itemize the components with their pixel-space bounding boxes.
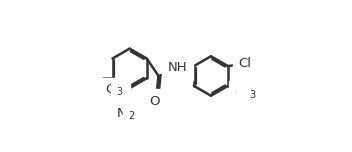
Text: NH: NH <box>168 61 187 74</box>
Text: CH: CH <box>243 86 262 99</box>
Text: 3: 3 <box>249 90 255 100</box>
Text: 3: 3 <box>117 87 122 97</box>
Text: O: O <box>149 95 160 108</box>
Text: Cl: Cl <box>239 57 252 70</box>
Text: 2: 2 <box>128 111 134 121</box>
Text: O: O <box>235 86 245 99</box>
Text: CH: CH <box>105 83 125 96</box>
Text: NH: NH <box>117 107 137 120</box>
